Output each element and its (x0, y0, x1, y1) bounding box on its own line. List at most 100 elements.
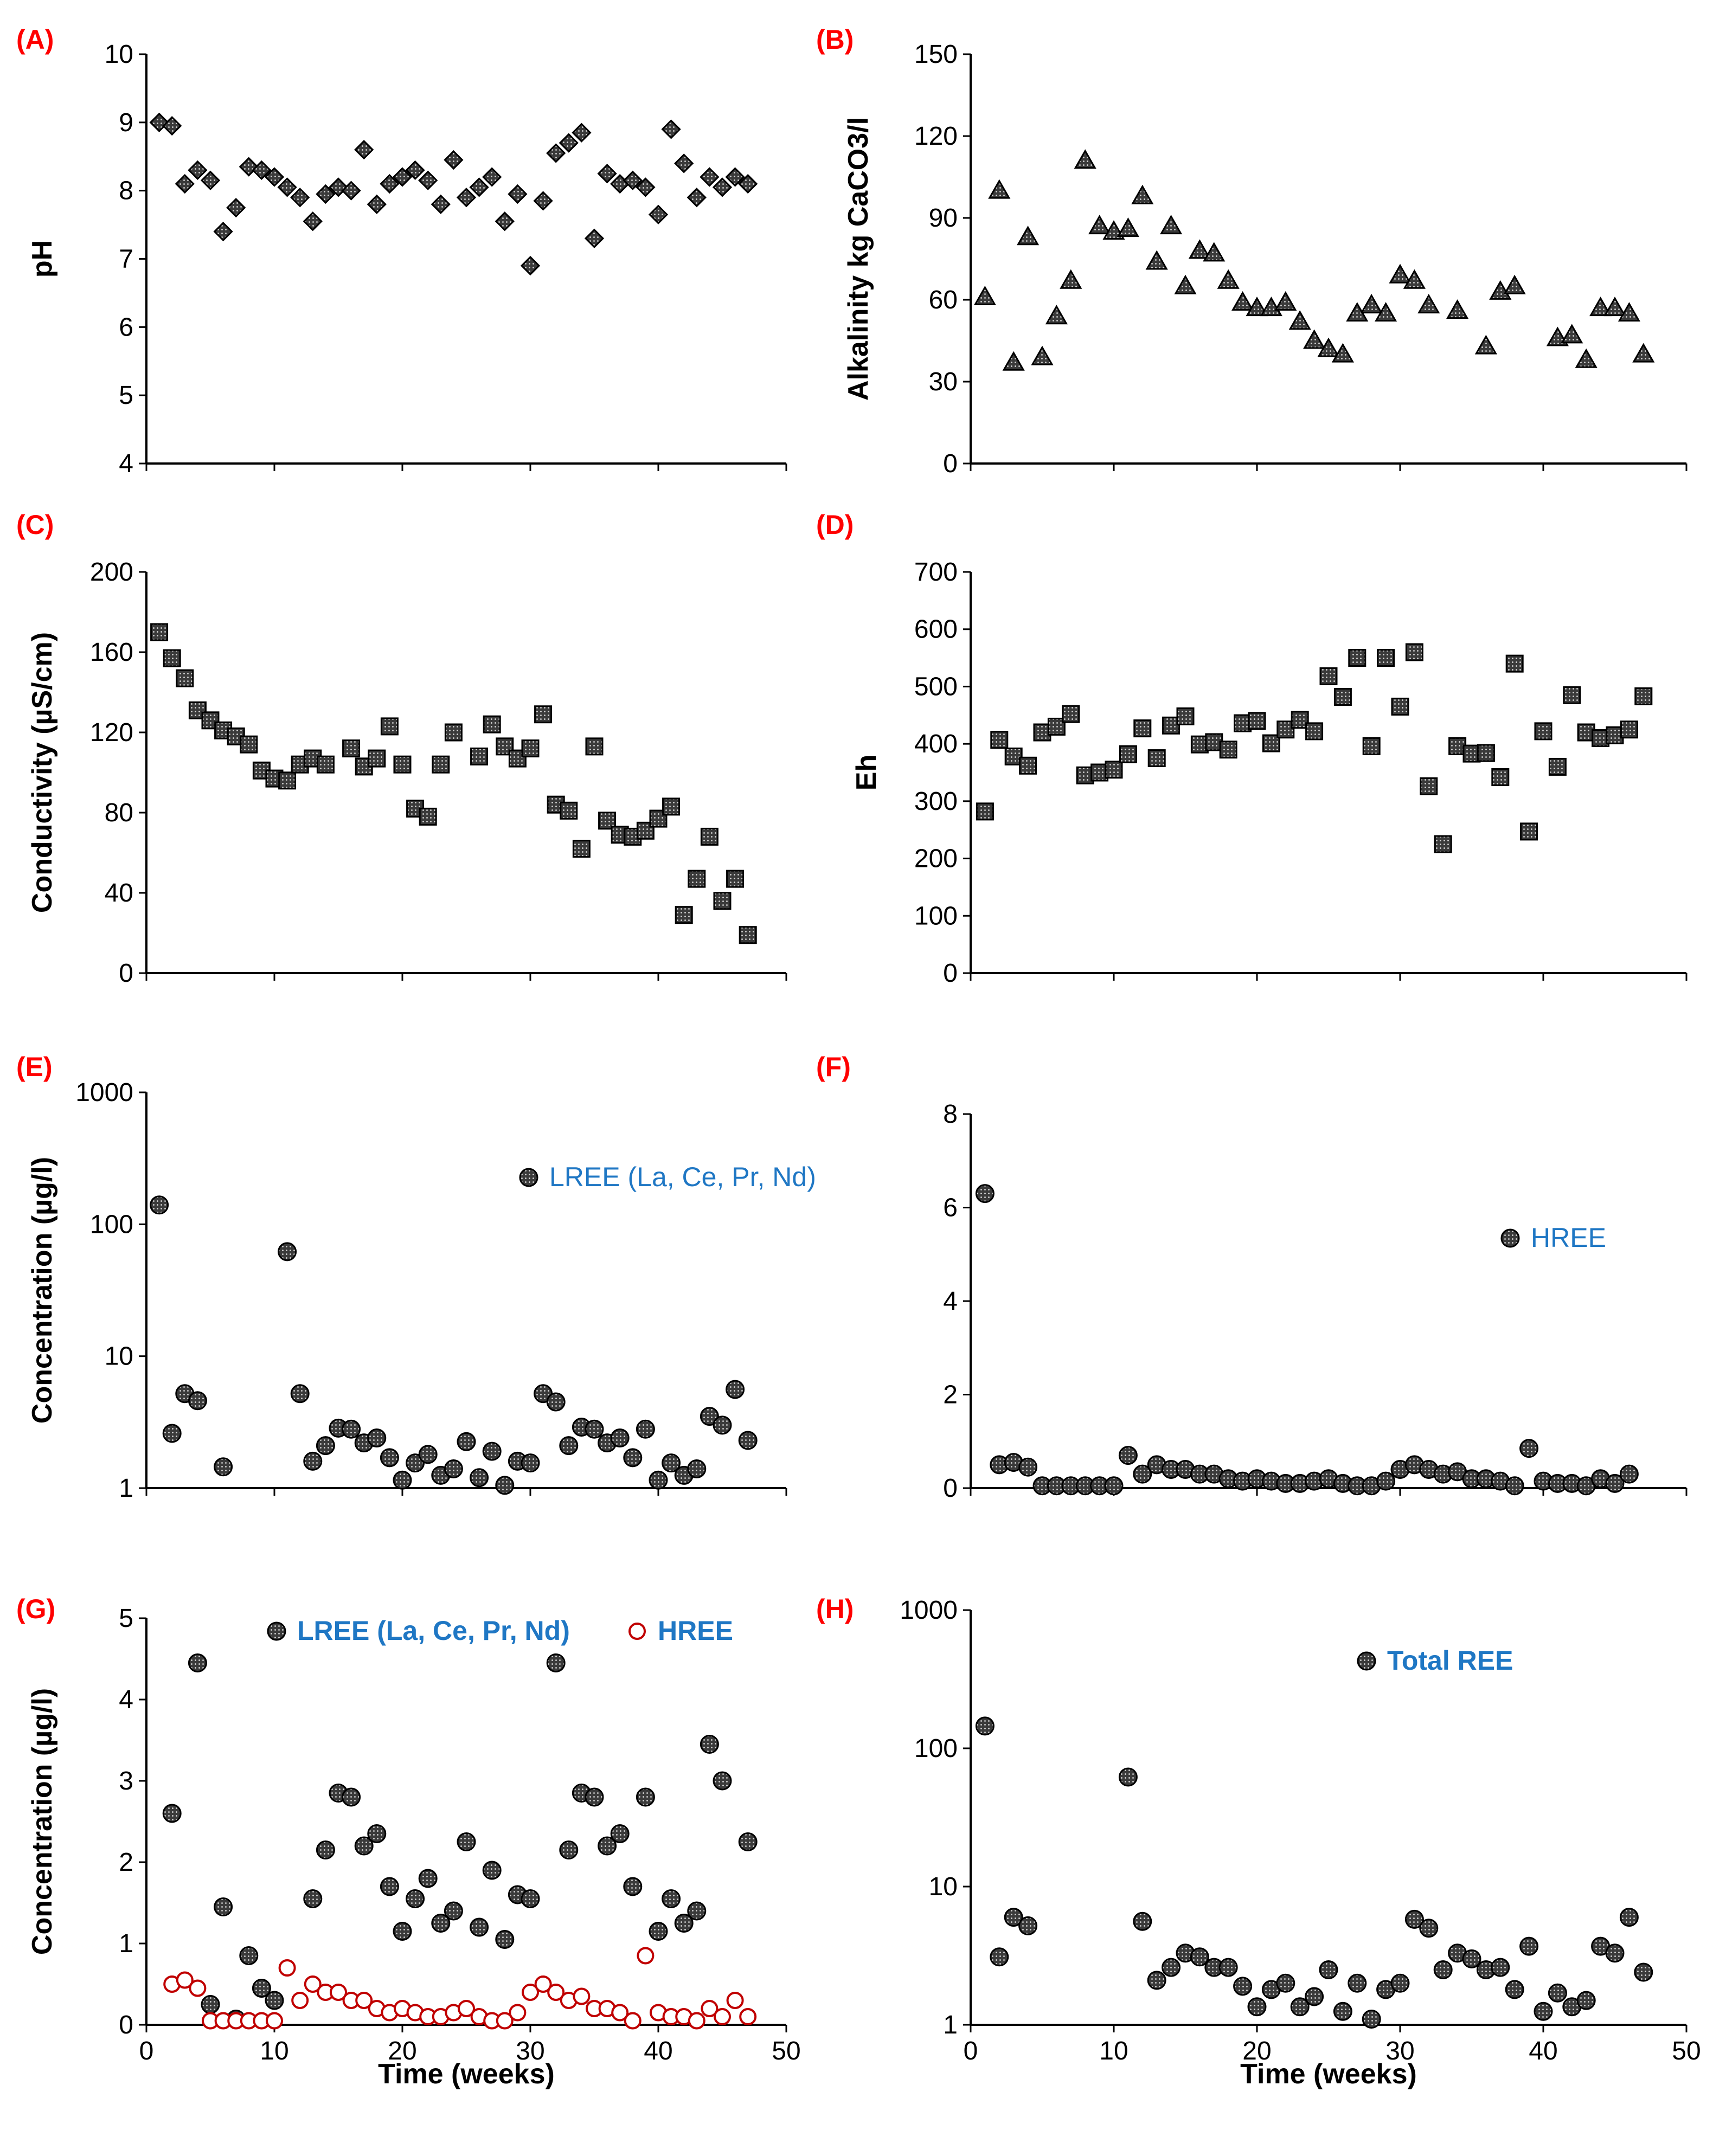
data-point (278, 1242, 297, 1262)
data-point (649, 1922, 668, 1941)
data-point (380, 1448, 399, 1468)
data-point (342, 1787, 361, 1807)
data-point (637, 1947, 655, 1965)
data-point (367, 1824, 387, 1843)
data-point (1218, 1958, 1238, 1977)
data-point (482, 1861, 502, 1880)
series-0 (150, 1195, 758, 1495)
data-point (188, 1653, 207, 1672)
data-point (988, 179, 1011, 199)
data-point (726, 1992, 744, 2009)
y-axis-label: pH (27, 240, 58, 278)
data-point (470, 1917, 489, 1937)
data-point (1002, 351, 1025, 371)
data-point (623, 1448, 643, 1468)
data-point (1548, 1983, 1567, 2003)
x-tick-label: 20 (388, 2037, 416, 2065)
data-point (150, 1195, 169, 1215)
data-point (636, 1419, 655, 1439)
data-point (1405, 643, 1423, 661)
data-point (189, 1979, 207, 1997)
data-point (1188, 239, 1211, 259)
panel-label: (G) (16, 1594, 55, 1624)
panel-label: (F) (816, 1052, 851, 1082)
data-point (520, 255, 541, 276)
data-point (162, 1804, 182, 1823)
data-point (470, 1468, 489, 1488)
data-point (392, 167, 413, 187)
chart-panel-c: 0 40 80 120 160 200 Conductivity (µS/cm) (C) (16, 510, 787, 988)
data-point (1004, 1908, 1023, 1927)
data-point (726, 870, 745, 888)
data-point (1031, 345, 1054, 365)
data-point (1147, 1971, 1166, 1990)
data-point (560, 801, 578, 820)
y-tick-label: 100 (914, 902, 958, 930)
data-point (1505, 1476, 1524, 1496)
data-point (688, 2012, 705, 2030)
data-point (1491, 1958, 1510, 1977)
data-point (1589, 297, 1612, 317)
data-point (1333, 687, 1352, 706)
data-point (508, 184, 528, 204)
data-point (990, 731, 1009, 749)
data-point (393, 755, 412, 774)
data-point (738, 1431, 758, 1450)
data-point (1117, 217, 1139, 237)
data-point (700, 1407, 719, 1426)
y-tick-label: 100 (914, 1734, 958, 1763)
data-point (457, 1832, 476, 1851)
y-tick-label: 1000 (900, 1596, 958, 1625)
data-point (674, 1914, 694, 1933)
data-point (1133, 719, 1152, 738)
data-point (572, 123, 592, 143)
data-point (1434, 835, 1452, 853)
data-point (700, 167, 720, 187)
legend-marker (267, 1621, 286, 1641)
legend-label: Total REE (1387, 1645, 1513, 1676)
data-point (649, 1470, 668, 1490)
data-point (201, 1995, 220, 2014)
x-tick-label: 30 (1385, 2037, 1414, 2065)
data-point (1303, 329, 1326, 349)
data-point (572, 840, 591, 858)
legend-marker (1500, 1228, 1520, 1248)
data-point (662, 797, 681, 816)
data-point (598, 1836, 617, 1856)
data-point (738, 1832, 758, 1851)
y-tick-label: 1 (943, 2011, 958, 2039)
data-point (1133, 1464, 1152, 1484)
data-point (483, 715, 501, 733)
data-point (1248, 712, 1266, 730)
data-point (342, 739, 361, 758)
data-point (1420, 777, 1438, 795)
data-point (1047, 717, 1066, 736)
data-point (200, 170, 221, 190)
data-point (1520, 822, 1538, 841)
data-point (713, 1771, 732, 1791)
data-point (316, 184, 336, 204)
data-point (266, 2012, 283, 2030)
y-tick-label: 300 (914, 787, 958, 816)
data-point (1018, 1457, 1038, 1477)
data-point (495, 1930, 515, 1949)
y-tick-label: 10 (105, 40, 133, 69)
data-point (368, 749, 386, 768)
data-point (1331, 343, 1354, 363)
data-point (1634, 687, 1653, 705)
data-point (1404, 1909, 1424, 1929)
data-point (534, 705, 553, 724)
legend-marker (519, 1168, 538, 1187)
data-point (738, 173, 758, 194)
y-tick-label: 600 (914, 615, 958, 644)
data-point (1203, 242, 1226, 262)
data-point (1319, 1960, 1338, 1980)
data-point (1619, 1464, 1639, 1484)
data-point (661, 119, 681, 139)
data-point (1274, 291, 1297, 311)
x-tick-label: 50 (1672, 2037, 1701, 2065)
data-point (1576, 1991, 1596, 2010)
data-point (1619, 1908, 1639, 1927)
x-tick-label: 20 (1242, 2037, 1271, 2065)
data-point (573, 1987, 591, 2005)
